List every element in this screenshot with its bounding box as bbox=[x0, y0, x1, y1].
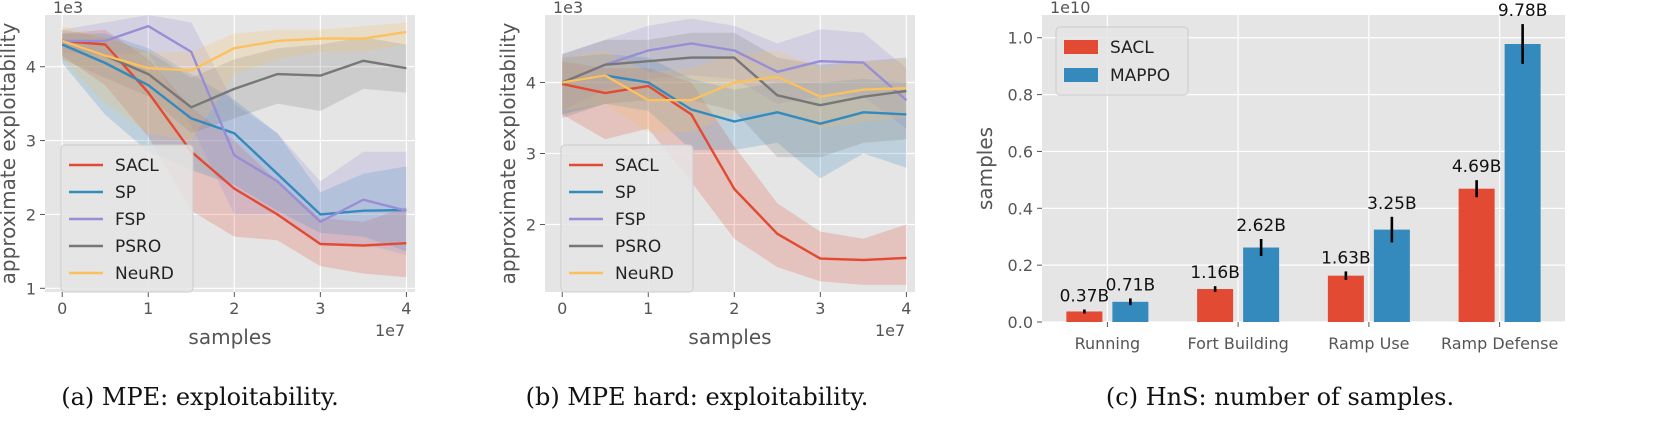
band-fsp bbox=[562, 18, 907, 129]
bar-mappo bbox=[1504, 43, 1541, 322]
line-fsp bbox=[561, 42, 908, 102]
y-tick-label: 4 bbox=[526, 73, 536, 92]
x-tick-label: 3 bbox=[315, 299, 325, 318]
legend-label-sacl: SACL bbox=[1110, 38, 1154, 58]
band-neurd bbox=[62, 22, 407, 141]
line-neurd bbox=[562, 74, 907, 102]
line-fsp bbox=[62, 24, 407, 224]
x-axis-label: samples bbox=[688, 325, 771, 349]
bar-mappo bbox=[1112, 301, 1149, 322]
legend-box bbox=[560, 144, 694, 293]
legend-label-fsp: FSP bbox=[115, 210, 146, 230]
line-sp bbox=[562, 74, 907, 125]
data-label: 0.37B bbox=[1060, 286, 1110, 306]
legend-label-fsp: FSP bbox=[615, 210, 646, 230]
data-label: 2.62B bbox=[1236, 216, 1286, 236]
x-tick-label: Fort Building bbox=[1187, 334, 1288, 353]
legend-swatch-mappo bbox=[1064, 68, 1098, 82]
y-tick-label: 1 bbox=[26, 279, 36, 298]
band-psro bbox=[62, 29, 407, 134]
x-tick-label: 2 bbox=[229, 299, 239, 318]
figure-caption: (a) MPE: exploitability. bbox=[61, 383, 339, 411]
legend: SACL SP FSP PSRO NeuRD bbox=[560, 144, 694, 293]
x-tick-label: 0 bbox=[557, 299, 567, 318]
band-neurd bbox=[562, 50, 907, 133]
bar-sacl bbox=[1197, 289, 1234, 322]
y-tick-label: 0.2 bbox=[1008, 256, 1033, 275]
y-tick-label: 3 bbox=[26, 132, 36, 151]
y-axis-label: approximate exploitability bbox=[0, 23, 20, 285]
legend-box bbox=[60, 144, 194, 293]
chart-b: 0 1 2 3 4 2 3 4 SACL SP FSP PSRO NeuRD 1e3 1e7 samples a… bbox=[496, 0, 915, 411]
y-tick-label: 0.6 bbox=[1008, 142, 1033, 161]
y-axis-label: approximate exploitability bbox=[496, 23, 520, 285]
y-tick-label: 2 bbox=[526, 216, 536, 235]
bar-sacl bbox=[1327, 275, 1364, 322]
legend-label-sacl: SACL bbox=[615, 156, 659, 176]
legend-label-sp: SP bbox=[115, 183, 136, 203]
y-tick-label: 4 bbox=[26, 58, 36, 77]
bar-mappo bbox=[1373, 229, 1410, 322]
y-multiplier: 1e3 bbox=[53, 0, 83, 17]
line-psro bbox=[61, 39, 407, 109]
chart-a: 0 1 2 3 4 1 2 3 4 SACL SP FSP PSRO NeuRD 1e3 1e7 samples… bbox=[0, 0, 415, 411]
legend-label-psro: PSRO bbox=[115, 237, 161, 257]
x-multiplier: 1e7 bbox=[375, 321, 405, 340]
x-tick-label: 1 bbox=[143, 299, 153, 318]
legend-label-sp: SP bbox=[615, 183, 636, 203]
line-sacl bbox=[561, 82, 907, 262]
data-label: 9.78B bbox=[1498, 1, 1548, 21]
legend-label-neurd: NeuRD bbox=[615, 264, 674, 284]
band-sacl bbox=[562, 61, 907, 285]
y-multiplier: 1e10 bbox=[1050, 0, 1090, 17]
line-psro bbox=[561, 56, 907, 107]
data-label: 0.71B bbox=[1106, 275, 1156, 295]
bar-sacl bbox=[1066, 311, 1103, 322]
data-label: 1.16B bbox=[1190, 263, 1240, 283]
y-multiplier: 1e3 bbox=[553, 0, 583, 17]
x-tick-label: Ramp Use bbox=[1328, 334, 1409, 353]
legend-label-psro: PSRO bbox=[615, 237, 661, 257]
bar-mappo bbox=[1243, 247, 1280, 322]
x-multiplier: 1e7 bbox=[875, 321, 905, 340]
legend-label-sacl: SACL bbox=[115, 156, 159, 176]
legend: SACL SP FSP PSRO NeuRD bbox=[60, 144, 194, 293]
x-tick-label: 4 bbox=[901, 299, 911, 318]
legend-label-neurd: NeuRD bbox=[115, 264, 174, 284]
y-tick-label: 0.4 bbox=[1008, 199, 1033, 218]
figure-caption: (c) HnS: number of samples. bbox=[1106, 383, 1454, 411]
y-tick-label: 1.0 bbox=[1008, 29, 1033, 48]
legend-label-mappo: MAPPO bbox=[1110, 66, 1170, 86]
bar-sacl bbox=[1458, 188, 1495, 322]
band-fsp bbox=[62, 15, 407, 256]
x-tick-label: 3 bbox=[815, 299, 825, 318]
x-tick-label: Running bbox=[1075, 334, 1141, 353]
x-tick-label: 0 bbox=[57, 299, 67, 318]
data-label: 4.69B bbox=[1452, 157, 1502, 177]
legend: SACL MAPPO bbox=[1055, 26, 1189, 96]
x-tick-label: Ramp Defense bbox=[1441, 334, 1558, 353]
line-neurd bbox=[61, 30, 407, 72]
x-tick-label: 2 bbox=[729, 299, 739, 318]
band-sp bbox=[62, 33, 407, 252]
y-tick-label: 0.0 bbox=[1008, 313, 1033, 332]
y-tick-label: 0.8 bbox=[1008, 86, 1033, 105]
band-psro bbox=[562, 32, 907, 158]
x-tick-label: 1 bbox=[643, 299, 653, 318]
figure-caption: (b) MPE hard: exploitability. bbox=[526, 383, 869, 411]
y-axis-label: samples bbox=[973, 127, 997, 210]
data-label: 1.63B bbox=[1321, 248, 1371, 268]
x-axis-label: samples bbox=[188, 325, 271, 349]
legend-swatch-sacl bbox=[1064, 40, 1098, 54]
y-tick-label: 3 bbox=[526, 145, 536, 164]
x-tick-label: 4 bbox=[401, 299, 411, 318]
y-tick-label: 2 bbox=[26, 205, 36, 224]
line-sp bbox=[61, 43, 407, 216]
data-label: 3.25B bbox=[1367, 194, 1417, 214]
